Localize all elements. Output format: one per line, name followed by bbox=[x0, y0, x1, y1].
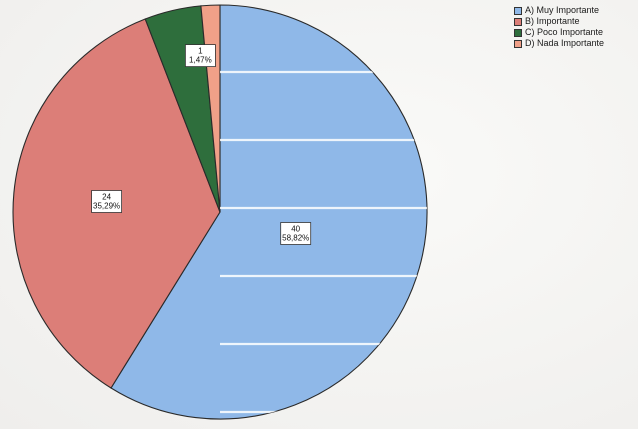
legend-item-importante: B) Importante bbox=[514, 16, 604, 27]
legend-label: D) Nada Importante bbox=[525, 38, 605, 48]
data-label-box bbox=[91, 190, 122, 213]
legend-item-nada-importante: D) Nada Importante bbox=[514, 38, 604, 49]
data-label-count: 1 bbox=[198, 47, 203, 56]
data-label-percent: 1,47% bbox=[189, 56, 212, 65]
legend-item-poco-importante: C) Poco Importante bbox=[514, 27, 604, 38]
pie-slice-muy-importante bbox=[110, 4, 428, 420]
legend-label: B) Importante bbox=[525, 16, 580, 26]
legend-label: A) Muy Importante bbox=[525, 5, 600, 15]
data-label-nada-importante: 11,47% bbox=[184, 44, 216, 67]
data-label-percent: 58,82% bbox=[282, 234, 309, 243]
legend-swatch bbox=[514, 28, 522, 37]
legend-swatch bbox=[514, 39, 522, 48]
data-label-box bbox=[184, 44, 216, 67]
legend: A) Muy Importante B) Importante C) Poco … bbox=[514, 5, 604, 49]
legend-item-muy-importante: A) Muy Importante bbox=[514, 5, 604, 16]
data-label-count: 40 bbox=[291, 225, 300, 234]
data-label-box bbox=[280, 222, 312, 245]
pie-slices bbox=[12, 4, 428, 420]
legend-label: C) Poco Importante bbox=[525, 27, 604, 37]
legend-swatch bbox=[514, 6, 522, 15]
legend-swatch bbox=[514, 17, 522, 26]
data-label-percent: 35,29% bbox=[93, 202, 120, 211]
data-label-count: 24 bbox=[102, 193, 111, 202]
